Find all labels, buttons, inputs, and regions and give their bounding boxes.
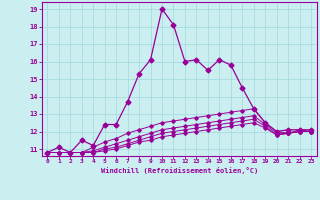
X-axis label: Windchill (Refroidissement éolien,°C): Windchill (Refroidissement éolien,°C)	[100, 167, 258, 174]
